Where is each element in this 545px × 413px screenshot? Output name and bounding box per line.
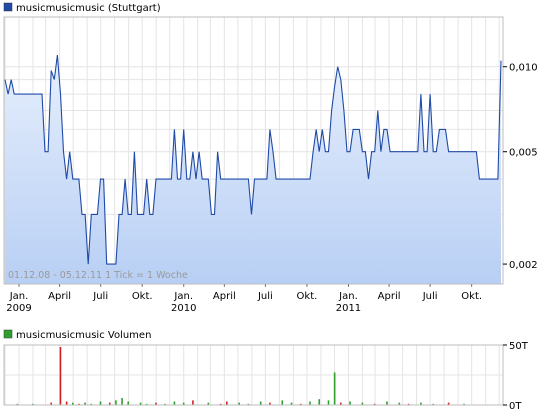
x-tick-label: Okt. — [461, 291, 482, 302]
volume-bar — [407, 403, 410, 405]
x-tick-label: Okt. — [132, 291, 153, 302]
volume-legend-swatch — [3, 329, 13, 339]
volume-bar — [318, 399, 321, 405]
x-tick-label: April — [378, 291, 401, 302]
volume-bar — [247, 403, 250, 405]
volume-bar — [226, 401, 228, 405]
x-tick-label: Okt. — [297, 291, 318, 302]
volume-bar — [145, 403, 148, 405]
x-tick-year: 2011 — [336, 303, 361, 314]
price-area — [5, 55, 501, 284]
volume-y-tick-label: 0T — [509, 401, 522, 412]
volume-bar — [309, 401, 311, 405]
volume-bar — [31, 403, 34, 405]
volume-bar — [173, 401, 176, 405]
volume-bar — [281, 400, 284, 405]
volume-bar — [90, 403, 93, 405]
volume-bar — [447, 402, 450, 405]
price-plot-frame — [3, 16, 504, 285]
y-tick-label: 0,002 — [509, 260, 538, 271]
volume-legend-label: musicmusicmusic Volumen — [16, 330, 151, 341]
volume-bar — [373, 403, 376, 405]
volume-bar — [108, 402, 111, 405]
volume-bar — [361, 402, 364, 405]
volume-bar — [71, 402, 74, 405]
volume-bar — [340, 402, 342, 405]
volume-bar — [139, 402, 142, 405]
volume-bar — [99, 401, 102, 405]
x-tick-label: Jan. — [9, 291, 29, 302]
volume-bar — [398, 402, 401, 405]
date-range-note: 01.12.08 - 05.12.11 1 Tick = 1 Woche — [8, 270, 188, 281]
volume-bar — [84, 402, 86, 405]
volume-bar — [327, 400, 330, 405]
volume-bar — [238, 402, 240, 405]
x-tick-year: 2010 — [171, 303, 196, 314]
volume-bar — [386, 401, 388, 405]
volume-bar — [16, 403, 19, 405]
volume-y-tick-label: 50T — [509, 341, 529, 352]
x-tick-label: Juli — [92, 291, 108, 302]
volume-bar — [59, 347, 62, 405]
volume-bar — [65, 401, 68, 405]
volume-bar — [290, 402, 293, 405]
volume-bar — [299, 403, 302, 405]
legend-swatch — [3, 2, 13, 12]
legend-label: musicmusicmusic (Stuttgart) — [16, 3, 161, 14]
volume-bar — [463, 403, 465, 405]
x-tick-label: April — [213, 291, 236, 302]
volume-bar — [192, 400, 194, 405]
volume-plot-frame — [3, 344, 504, 406]
volume-bar — [50, 402, 53, 405]
x-tick-label: Juli — [257, 291, 273, 302]
volume-bar — [420, 402, 422, 405]
volume-bar — [78, 403, 80, 405]
volume-bar — [115, 400, 117, 405]
x-tick-label: Jan. — [338, 291, 358, 302]
y-tick-label: 0,010 — [509, 63, 538, 74]
volume-bar — [259, 401, 262, 405]
volume-bar — [207, 402, 210, 405]
volume-bar — [182, 402, 185, 405]
y-tick-label: 0,005 — [509, 148, 538, 159]
x-tick-label: Juli — [422, 291, 438, 302]
x-tick-label: Jan. — [173, 291, 193, 302]
volume-bar — [121, 398, 123, 405]
volume-bar — [432, 403, 435, 405]
x-tick-year: 2009 — [6, 303, 31, 314]
price-line — [4, 54, 502, 265]
volume-bar — [219, 403, 222, 405]
volume-bar — [349, 401, 351, 405]
volume-bar — [155, 402, 157, 405]
volume-bar — [269, 402, 271, 405]
volume-bar — [333, 372, 336, 405]
volume-bar — [164, 403, 166, 405]
x-tick-label: April — [48, 291, 71, 302]
volume-bar — [127, 401, 130, 405]
